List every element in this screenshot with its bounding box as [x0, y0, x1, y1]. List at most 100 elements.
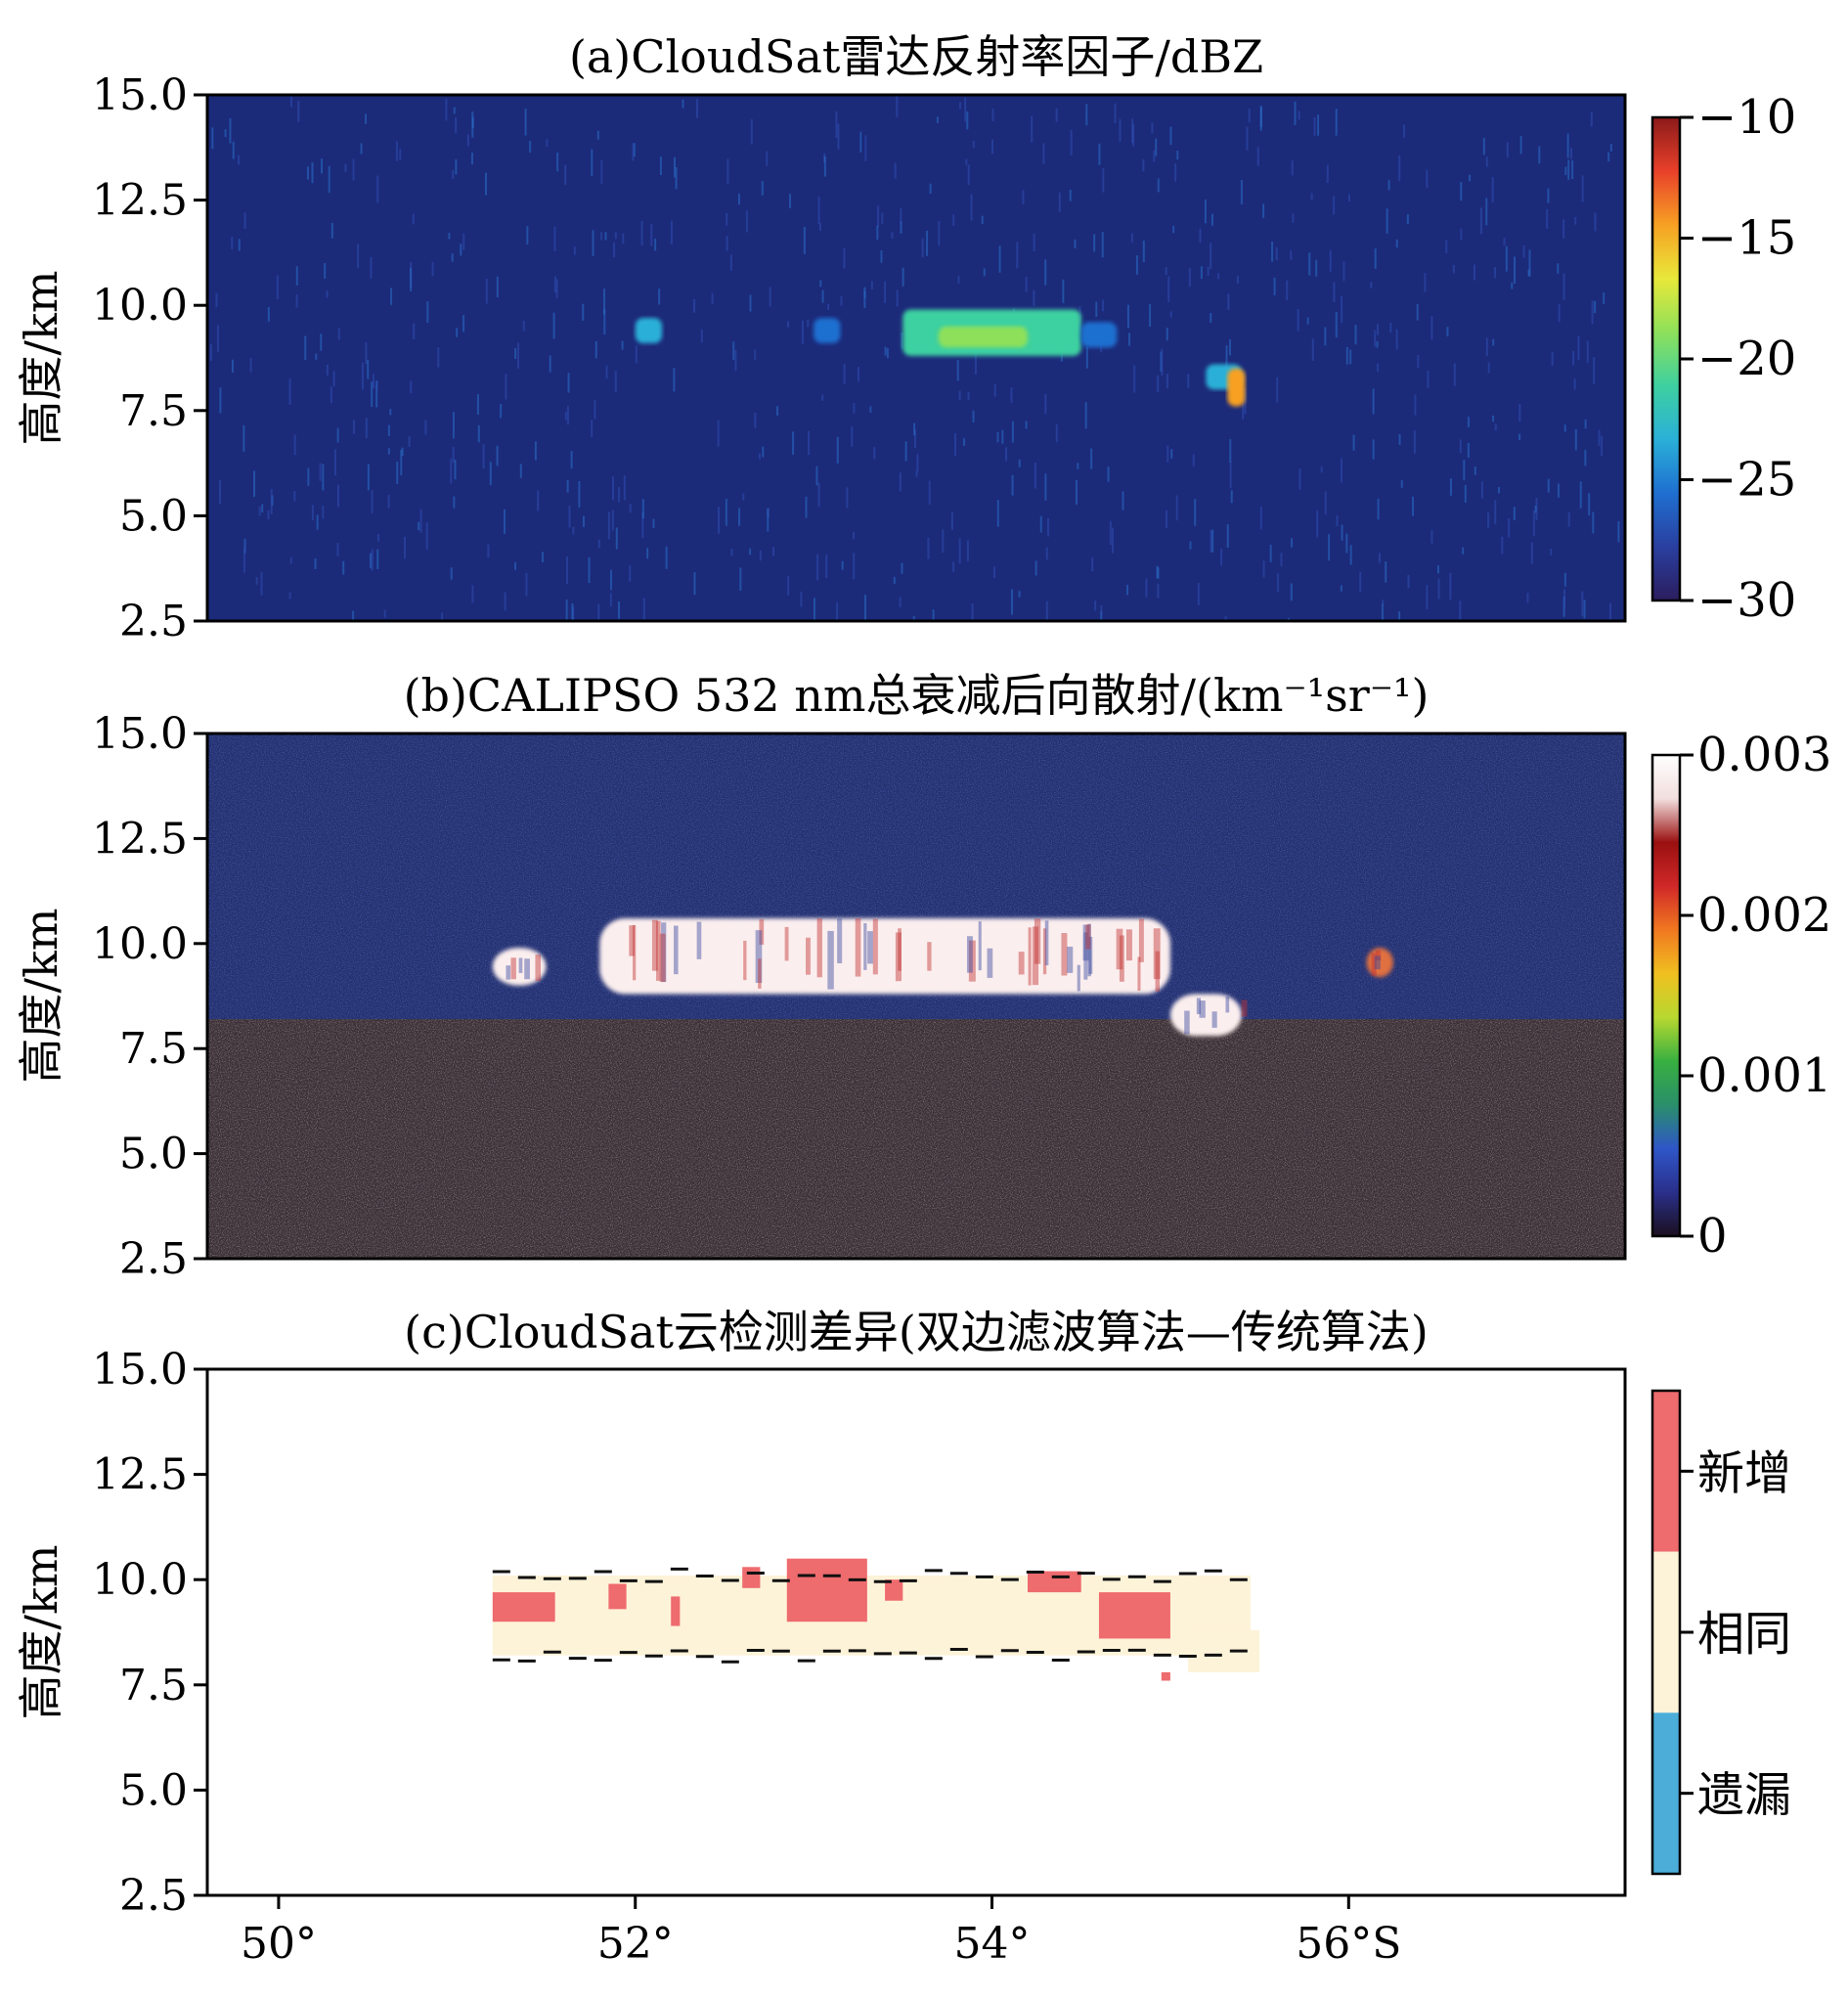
difference-region — [1027, 1571, 1081, 1593]
noise-streak — [249, 358, 252, 373]
noise-streak — [1109, 520, 1112, 546]
noise-streak — [566, 479, 569, 493]
panel-b-frame — [205, 732, 1627, 1261]
noise-streak — [1033, 233, 1035, 251]
noise-streak — [615, 527, 618, 550]
cloud-texture — [837, 918, 843, 964]
noise-streak — [1328, 534, 1331, 561]
noise-streak — [974, 351, 977, 375]
noise-streak — [460, 244, 462, 256]
noise-streak — [1386, 208, 1388, 234]
noise-streak — [1460, 182, 1463, 201]
noise-streak — [614, 371, 617, 393]
noise-streak — [503, 509, 506, 534]
y-tick-label: 2.5 — [119, 1234, 188, 1284]
noise-streak — [293, 434, 296, 456]
noise-streak — [1406, 214, 1409, 224]
noise-streak — [572, 526, 575, 535]
panel-b-title: (b)CALIPSO 532 nm总衰减后向散射/(km⁻¹sr⁻¹) — [404, 669, 1430, 722]
cloud-texture — [629, 925, 635, 956]
noise-streak — [295, 266, 298, 286]
noise-streak — [1563, 589, 1566, 609]
cloud-texture — [1085, 924, 1091, 950]
cloud-texture — [1018, 952, 1025, 975]
noise-streak — [594, 340, 597, 359]
noise-streak — [293, 491, 296, 502]
noise-streak — [1603, 291, 1606, 304]
noise-streak — [568, 506, 571, 528]
noise-streak — [1459, 439, 1462, 454]
noise-streak — [267, 510, 270, 520]
noise-streak — [1354, 325, 1357, 345]
x-tick-label: 50° — [241, 1919, 317, 1969]
noise-streak — [1055, 423, 1058, 443]
noise-streak — [371, 490, 374, 513]
noise-streak — [1370, 282, 1373, 289]
noise-streak — [1341, 295, 1343, 324]
noise-streak — [376, 175, 379, 203]
noise-streak — [1010, 589, 1013, 615]
noise-streak — [1199, 228, 1202, 244]
noise-streak — [504, 592, 506, 611]
panel-a-y-axis: 15.0 12.5 10.0 7.5 5.0 2.5 — [92, 70, 207, 646]
noise-streak — [952, 561, 955, 572]
noise-streak — [1259, 107, 1262, 127]
difference-region — [1188, 1629, 1260, 1672]
noise-streak — [1506, 142, 1509, 158]
noise-streak — [534, 441, 537, 461]
noise-streak — [1130, 233, 1133, 243]
noise-streak — [1547, 188, 1550, 203]
noise-streak — [352, 610, 355, 621]
noise-streak — [1018, 459, 1021, 467]
noise-streak — [1572, 350, 1575, 366]
noise-streak — [591, 420, 594, 437]
noise-streak — [1584, 419, 1587, 429]
noise-streak — [1165, 267, 1167, 276]
noise-streak — [1382, 600, 1385, 606]
noise-streak — [1503, 238, 1506, 245]
noise-streak — [556, 153, 559, 172]
noise-streak — [1590, 111, 1593, 127]
noise-streak — [843, 363, 846, 384]
noise-streak — [1491, 177, 1494, 202]
noise-streak — [373, 374, 375, 389]
noise-streak — [261, 504, 264, 513]
noise-streak — [370, 553, 373, 569]
noise-streak — [594, 400, 596, 420]
noise-streak — [1230, 490, 1233, 504]
noise-streak — [998, 245, 1001, 273]
noise-streak — [884, 346, 887, 356]
noise-streak — [837, 123, 840, 150]
noise-streak — [769, 287, 771, 307]
panel-c-x-axis: 50° 52° 54° 56°S — [241, 1895, 1401, 1969]
noise-streak — [956, 360, 959, 381]
noise-streak — [1317, 114, 1320, 136]
noise-streak — [1342, 261, 1345, 282]
noise-streak — [367, 359, 370, 379]
noise-streak — [1349, 545, 1352, 565]
noise-streak — [813, 598, 815, 621]
noise-streak — [1345, 346, 1348, 365]
noise-streak — [817, 197, 820, 225]
cloud-texture — [968, 940, 976, 982]
noise-streak — [1291, 160, 1294, 176]
noise-streak — [1310, 193, 1313, 200]
noise-streak — [513, 561, 516, 570]
noise-streak — [1034, 560, 1037, 576]
noise-streak — [371, 549, 374, 571]
noise-streak — [455, 117, 458, 134]
noise-streak — [1194, 499, 1197, 526]
noise-streak — [1474, 466, 1476, 475]
noise-streak — [365, 418, 368, 439]
cloud-texture — [855, 918, 861, 977]
panel-a-plot-background — [207, 95, 1625, 621]
difference-region — [608, 1583, 627, 1610]
noise-streak — [1464, 485, 1467, 503]
category-label: 相同 — [1697, 1607, 1791, 1662]
noise-streak — [324, 263, 327, 279]
noise-streak — [1416, 303, 1419, 321]
noise-streak — [1480, 481, 1483, 499]
noise-streak — [1519, 135, 1522, 155]
noise-streak — [1042, 143, 1045, 164]
noise-streak — [553, 276, 556, 293]
